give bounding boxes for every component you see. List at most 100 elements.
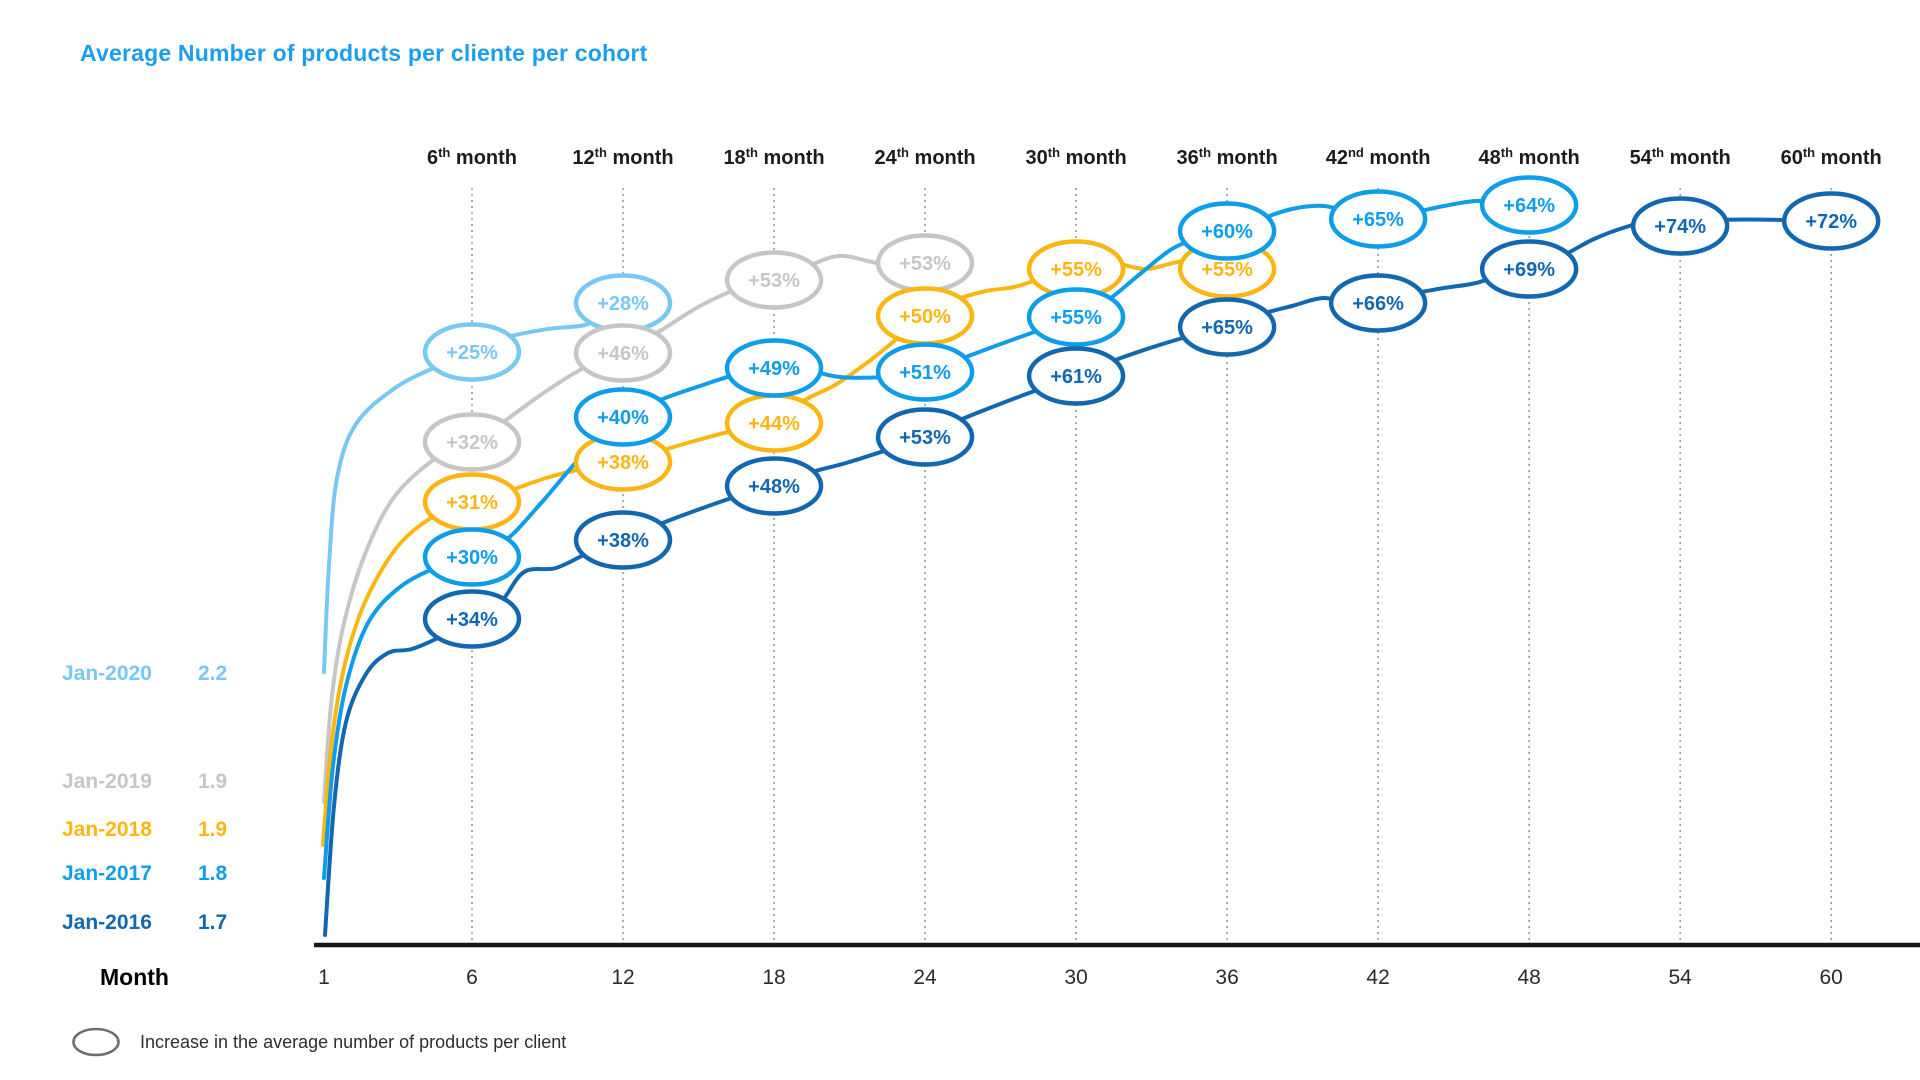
- x-axis-tick-24: 24: [913, 966, 937, 989]
- increase-bubble-jan-2017-m36: +60%: [1177, 201, 1277, 261]
- increase-bubble-label: +30%: [446, 547, 498, 569]
- increase-bubble-jan-2016-m48: +69%: [1479, 239, 1579, 299]
- cohort-legend-item-jan-2016: Jan-2016 1.7: [62, 911, 302, 939]
- increase-bubble-label: +28%: [597, 293, 649, 315]
- increase-bubble-jan-2017-m42: +65%: [1328, 189, 1428, 249]
- cohort-start-value: 1.9: [198, 770, 228, 793]
- increase-bubble-label: +53%: [899, 427, 951, 449]
- cohort-legend-item-jan-2019: Jan-2019 1.9: [62, 770, 302, 798]
- increase-bubble-jan-2017-m24: +51%: [875, 342, 975, 402]
- increase-bubble-jan-2016-m54: +74%: [1630, 196, 1730, 256]
- x-axis-tick-48: 48: [1517, 966, 1541, 989]
- column-header-42th-month: 42nd month: [1325, 145, 1431, 169]
- increase-bubble-jan-2016-m36: +65%: [1177, 297, 1277, 357]
- column-header-48th-month: 48th month: [1478, 145, 1580, 169]
- column-header-6th-month: 6th month: [426, 145, 518, 169]
- footer-legend-text: Increase in the average number of produc…: [140, 1031, 567, 1052]
- increase-bubble-jan-2019-m24: +53%: [875, 233, 975, 293]
- increase-bubble-jan-2016-m18: +48%: [724, 456, 824, 516]
- cohort-start-value: 1.8: [198, 862, 228, 885]
- increase-bubble-jan-2016-m12: +38%: [573, 510, 673, 570]
- increase-bubble-jan-2020-m12: +28%: [573, 273, 673, 333]
- cohort-label: Jan-2017: [62, 862, 152, 885]
- column-header-30th-month: 30th month: [1025, 145, 1127, 169]
- increase-bubble-label: +65%: [1201, 317, 1253, 339]
- increase-bubble-label: +53%: [899, 253, 951, 275]
- increase-bubble-label: +55%: [1201, 259, 1253, 281]
- cohort-label: Jan-2019: [62, 770, 152, 793]
- increase-bubble-label: +72%: [1805, 211, 1857, 233]
- cohort-label: Jan-2020: [62, 662, 152, 685]
- footer-legend: Increase in the average number of produc…: [66, 1024, 566, 1060]
- cohort-start-value: 1.9: [198, 818, 228, 841]
- increase-bubble-jan-2019-m6: +32%: [422, 412, 522, 472]
- increase-bubble-jan-2017-m12: +40%: [573, 387, 673, 447]
- increase-bubble-jan-2016-m60: +72%: [1781, 191, 1881, 251]
- increase-bubble-jan-2017-m18: +49%: [724, 338, 824, 398]
- increase-bubble-label: +38%: [597, 452, 649, 474]
- increase-bubble-jan-2018-m6: +31%: [422, 472, 522, 532]
- increase-bubble-label: +65%: [1352, 209, 1404, 231]
- increase-bubble-label: +50%: [899, 306, 951, 328]
- cohort-label: Jan-2018: [62, 818, 152, 841]
- cohort-legend-item-jan-2017: Jan-2017 1.8: [62, 862, 302, 890]
- increase-bubble-label: +55%: [1050, 259, 1102, 281]
- increase-bubble-jan-2018-m18: +44%: [724, 393, 824, 453]
- x-axis-tick-36: 36: [1215, 966, 1239, 989]
- increase-bubble-jan-2018-m12: +38%: [573, 432, 673, 492]
- increase-bubble-label: +46%: [597, 343, 649, 365]
- increase-bubble-jan-2018-m24: +50%: [875, 286, 975, 346]
- increase-bubble-label: +40%: [597, 407, 649, 429]
- increase-bubble-jan-2016-m30: +61%: [1026, 346, 1126, 406]
- x-axis-tick-1: 1: [318, 966, 330, 989]
- cohort-start-value: 2.2: [198, 662, 228, 685]
- cohort-legend-item-jan-2020: Jan-2020 2.2: [62, 662, 302, 690]
- increase-bubble-label: +34%: [446, 609, 498, 631]
- increase-bubble-jan-2017-m48: +64%: [1479, 175, 1579, 235]
- page-title: Average Number of products per cliente p…: [80, 40, 648, 66]
- increase-bubble-jan-2017-m6: +30%: [422, 527, 522, 587]
- x-axis-tick-30: 30: [1064, 966, 1088, 989]
- x-axis-tick-18: 18: [762, 966, 786, 989]
- increase-bubble-jan-2016-m6: +34%: [422, 589, 522, 649]
- column-header-18th-month: 18th month: [723, 145, 825, 169]
- increase-bubble-label: +32%: [446, 432, 498, 454]
- increase-bubble-label: +31%: [446, 492, 498, 514]
- increase-bubble-jan-2016-m42: +66%: [1328, 273, 1428, 333]
- increase-bubble-label: +66%: [1352, 293, 1404, 315]
- increase-bubble-label: +55%: [1050, 307, 1102, 329]
- increase-bubble-jan-2020-m6: +25%: [422, 322, 522, 382]
- increase-bubble-label: +25%: [446, 342, 498, 364]
- cohort-legend-item-jan-2018: Jan-2018 1.9: [62, 818, 302, 846]
- x-axis-tick-60: 60: [1819, 966, 1843, 989]
- increase-bubble-label: +49%: [748, 358, 800, 380]
- column-header-54th-month: 54th month: [1629, 145, 1731, 169]
- increase-ellipse-icon: [72, 1027, 120, 1057]
- cohort-start-value: 1.7: [198, 911, 228, 934]
- increase-bubble-label: +38%: [597, 530, 649, 552]
- increase-bubble-jan-2017-m30: +55%: [1026, 287, 1126, 347]
- increase-bubble-label: +44%: [748, 413, 800, 435]
- x-axis-label: Month: [100, 964, 169, 990]
- x-axis-tick-6: 6: [466, 966, 478, 989]
- increase-bubble-label: +74%: [1654, 216, 1706, 238]
- increase-bubble-label: +60%: [1201, 221, 1253, 243]
- increase-bubble-jan-2019-m12: +46%: [573, 323, 673, 383]
- column-header-24th-month: 24th month: [874, 145, 976, 169]
- increase-bubble-label: +48%: [748, 476, 800, 498]
- x-axis-tick-12: 12: [611, 966, 635, 989]
- increase-bubble-jan-2018-m30: +55%: [1026, 239, 1126, 299]
- increase-bubble-jan-2016-m24: +53%: [875, 407, 975, 467]
- increase-bubble-jan-2019-m18: +53%: [724, 250, 824, 310]
- increase-bubble-label: +53%: [748, 270, 800, 292]
- column-header-36th-month: 36th month: [1176, 145, 1278, 169]
- column-header-60th-month: 60th month: [1780, 145, 1882, 169]
- increase-bubble-label: +69%: [1503, 259, 1555, 281]
- x-axis-tick-42: 42: [1366, 966, 1390, 989]
- cohort-label: Jan-2016: [62, 911, 152, 934]
- column-header-12th-month: 12th month: [572, 145, 674, 169]
- increase-bubble-label: +51%: [899, 362, 951, 384]
- x-axis-tick-54: 54: [1668, 966, 1692, 989]
